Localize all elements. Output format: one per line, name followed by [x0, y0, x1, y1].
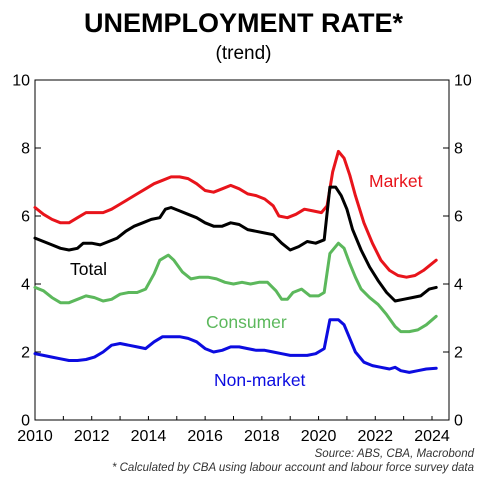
chart-title: UNEMPLOYMENT RATE* — [84, 8, 403, 38]
x-tick-label: 2018 — [244, 428, 280, 445]
y-tick-label-right: 10 — [454, 73, 472, 90]
x-tick-label: 2020 — [301, 428, 337, 445]
series-line-non-market — [33, 318, 438, 374]
plot-frame — [34, 79, 450, 421]
y-tick-label-right: 6 — [454, 209, 463, 226]
y-tick-label-left: 6 — [21, 209, 30, 226]
series-label-non-market: Non-market — [214, 370, 306, 390]
source-note: Source: ABS, CBA, Macrobond — [315, 448, 475, 460]
series-label-total: Total — [70, 259, 107, 279]
series-line-consumer — [33, 241, 438, 334]
x-tick-label: 2010 — [17, 428, 53, 445]
y-tick-label-right: 4 — [454, 277, 463, 294]
chart-subtitle: (trend) — [216, 43, 272, 64]
series-line-market — [33, 149, 438, 279]
series-lines — [33, 149, 438, 374]
y-tick-label-left: 4 — [21, 277, 30, 294]
y-tick-label-right: 2 — [454, 345, 463, 362]
x-tick-label: 2014 — [131, 428, 167, 445]
y-tick-label-right: 0 — [454, 413, 463, 430]
x-tick-label: 2012 — [74, 428, 110, 445]
axis-ticks — [34, 79, 449, 421]
x-tick-label: 2016 — [187, 428, 223, 445]
series-label-market: Market — [369, 171, 423, 191]
axis-tick-labels: 0 0 2 2 4 4 6 6 8 8 10 10 2010 2012 2014 2016 2018 2020 20… — [12, 73, 472, 446]
y-tick-label-left: 2 — [21, 345, 30, 362]
series-line-total — [33, 185, 438, 303]
y-tick-label-left: 0 — [21, 413, 30, 430]
x-tick-label: 2024 — [414, 428, 450, 445]
y-tick-label-left: 8 — [21, 141, 30, 158]
footnote: * Calculated by CBA using labour account… — [112, 462, 474, 474]
y-tick-label-left: 10 — [12, 73, 30, 90]
y-tick-label-right: 8 — [454, 141, 463, 158]
series-label-consumer: Consumer — [206, 312, 287, 332]
x-tick-label: 2022 — [357, 428, 393, 445]
